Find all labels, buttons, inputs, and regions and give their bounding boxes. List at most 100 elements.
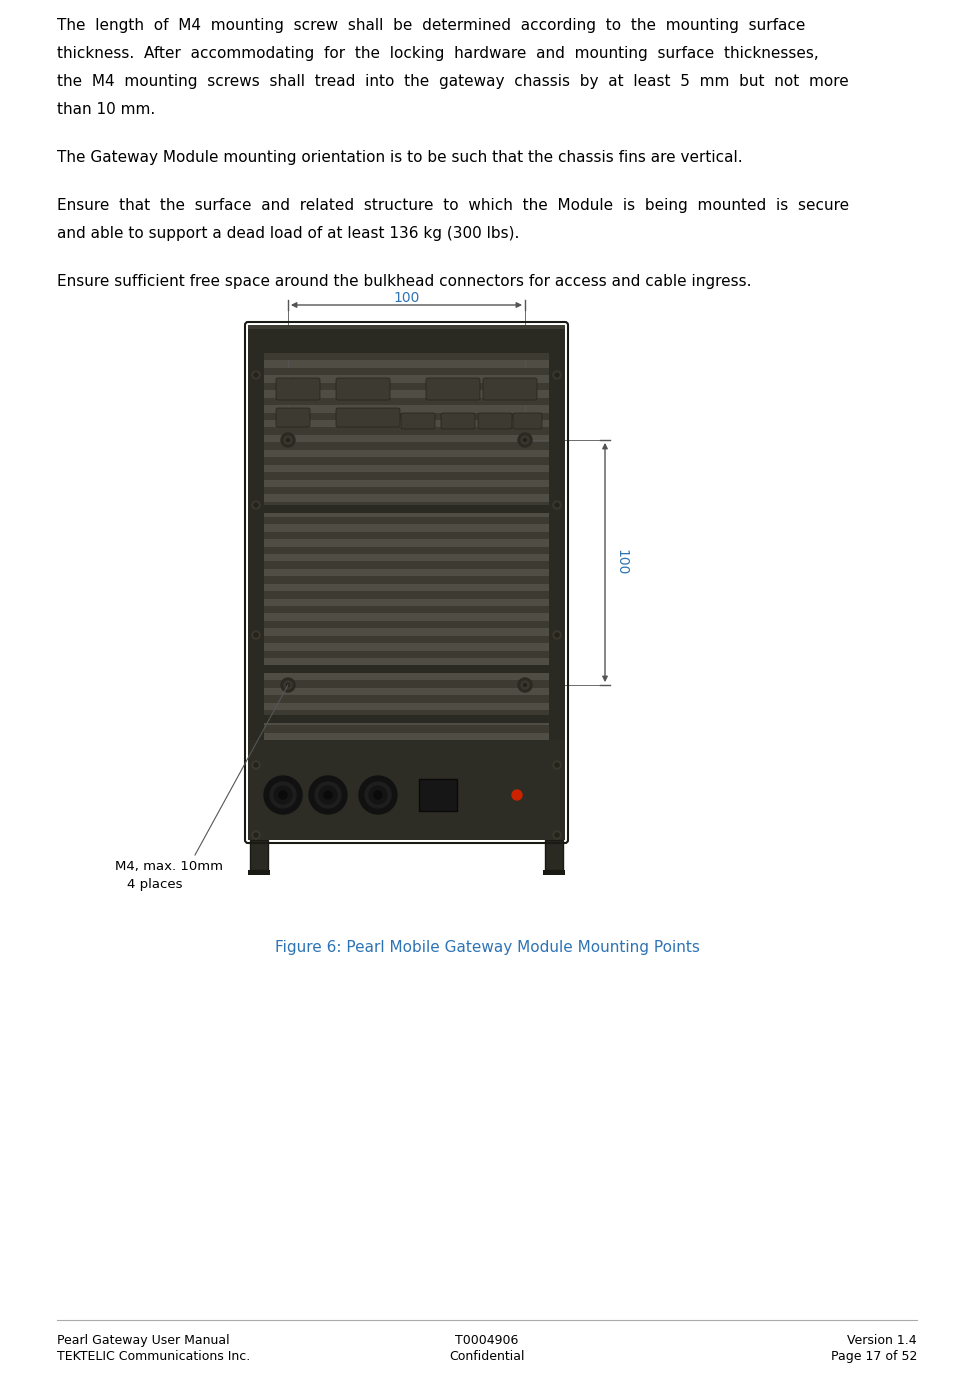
FancyBboxPatch shape	[483, 378, 537, 400]
Text: Ensure sufficient free space around the bulkhead connectors for access and cable: Ensure sufficient free space around the …	[57, 274, 752, 289]
Bar	[264, 680, 549, 688]
Bar	[264, 368, 549, 375]
Bar	[264, 368, 549, 375]
Circle shape	[319, 787, 337, 805]
Bar	[264, 442, 549, 450]
Bar	[264, 591, 549, 598]
Bar	[264, 472, 549, 479]
Circle shape	[359, 776, 397, 814]
Bar	[264, 457, 549, 464]
Circle shape	[274, 787, 292, 805]
Circle shape	[254, 503, 258, 507]
Bar	[264, 353, 549, 360]
Text: Ensure  that  the  surface  and  related  structure  to  which  the  Module  is : Ensure that the surface and related stru…	[57, 198, 849, 213]
Circle shape	[512, 789, 522, 801]
Circle shape	[284, 681, 292, 688]
Bar	[264, 353, 549, 360]
Bar	[264, 726, 549, 733]
Bar	[264, 636, 549, 643]
Bar	[549, 325, 565, 839]
Bar	[264, 501, 549, 510]
FancyBboxPatch shape	[336, 409, 400, 427]
Circle shape	[553, 371, 561, 379]
Circle shape	[286, 684, 289, 687]
Circle shape	[521, 681, 529, 688]
Bar	[264, 457, 549, 464]
Circle shape	[309, 776, 347, 814]
Bar	[264, 413, 549, 420]
Text: Confidential: Confidential	[449, 1350, 525, 1363]
Circle shape	[284, 436, 292, 445]
Text: Figure 6: Pearl Mobile Gateway Module Mounting Points: Figure 6: Pearl Mobile Gateway Module Mo…	[275, 940, 699, 956]
Circle shape	[553, 760, 561, 769]
Circle shape	[369, 787, 387, 805]
Bar	[264, 532, 549, 539]
Circle shape	[374, 791, 382, 799]
Circle shape	[523, 439, 527, 442]
Bar	[543, 870, 565, 875]
Circle shape	[252, 501, 260, 510]
Circle shape	[553, 632, 561, 638]
Bar	[248, 665, 565, 673]
Circle shape	[252, 831, 260, 839]
Bar	[264, 666, 549, 673]
Text: Pearl Gateway User Manual: Pearl Gateway User Manual	[57, 1334, 230, 1348]
Circle shape	[254, 633, 258, 637]
Bar	[264, 382, 549, 391]
Bar	[419, 778, 457, 812]
Bar	[264, 576, 549, 583]
Bar	[264, 547, 549, 554]
Circle shape	[518, 679, 532, 692]
Bar	[248, 715, 565, 723]
Bar	[248, 740, 565, 839]
Circle shape	[324, 791, 332, 799]
Bar	[264, 501, 549, 510]
Bar	[248, 325, 565, 839]
Circle shape	[254, 763, 258, 767]
Text: 4 places: 4 places	[127, 878, 182, 891]
Bar	[264, 488, 549, 494]
Circle shape	[279, 791, 287, 799]
Bar	[248, 325, 565, 330]
Circle shape	[555, 832, 559, 837]
Bar	[264, 726, 549, 733]
Text: thickness.  After  accommodating  for  the  locking  hardware  and  mounting  su: thickness. After accommodating for the l…	[57, 46, 819, 61]
Circle shape	[264, 776, 302, 814]
Circle shape	[252, 371, 260, 379]
Bar	[264, 472, 549, 479]
Circle shape	[281, 434, 295, 447]
Bar	[264, 561, 549, 569]
Circle shape	[521, 436, 529, 445]
Bar	[264, 413, 549, 420]
Bar	[264, 695, 549, 702]
Circle shape	[281, 679, 295, 692]
Bar	[264, 517, 549, 524]
Bar	[264, 532, 549, 539]
Circle shape	[523, 684, 527, 687]
Bar	[264, 561, 549, 569]
Text: the  M4  mounting  screws  shall  tread  into  the  gateway  chassis  by  at  le: the M4 mounting screws shall tread into …	[57, 73, 848, 89]
FancyBboxPatch shape	[276, 378, 320, 400]
Bar	[264, 695, 549, 702]
FancyBboxPatch shape	[276, 409, 310, 427]
Text: Version 1.4: Version 1.4	[847, 1334, 917, 1348]
Text: M4, max. 10mm: M4, max. 10mm	[115, 860, 223, 873]
Bar	[264, 711, 549, 717]
Bar	[264, 591, 549, 598]
Circle shape	[553, 501, 561, 510]
Bar	[545, 839, 563, 870]
Circle shape	[252, 632, 260, 638]
Bar	[264, 607, 549, 614]
Bar	[264, 666, 549, 673]
Circle shape	[365, 783, 391, 807]
Bar	[264, 382, 549, 391]
Circle shape	[555, 763, 559, 767]
Circle shape	[518, 434, 532, 447]
Bar	[264, 547, 549, 554]
Bar	[264, 620, 549, 629]
Text: Page 17 of 52: Page 17 of 52	[831, 1350, 917, 1363]
Bar	[264, 620, 549, 629]
Bar	[264, 651, 549, 658]
Text: TEKTELIC Communications Inc.: TEKTELIC Communications Inc.	[57, 1350, 250, 1363]
Circle shape	[553, 831, 561, 839]
